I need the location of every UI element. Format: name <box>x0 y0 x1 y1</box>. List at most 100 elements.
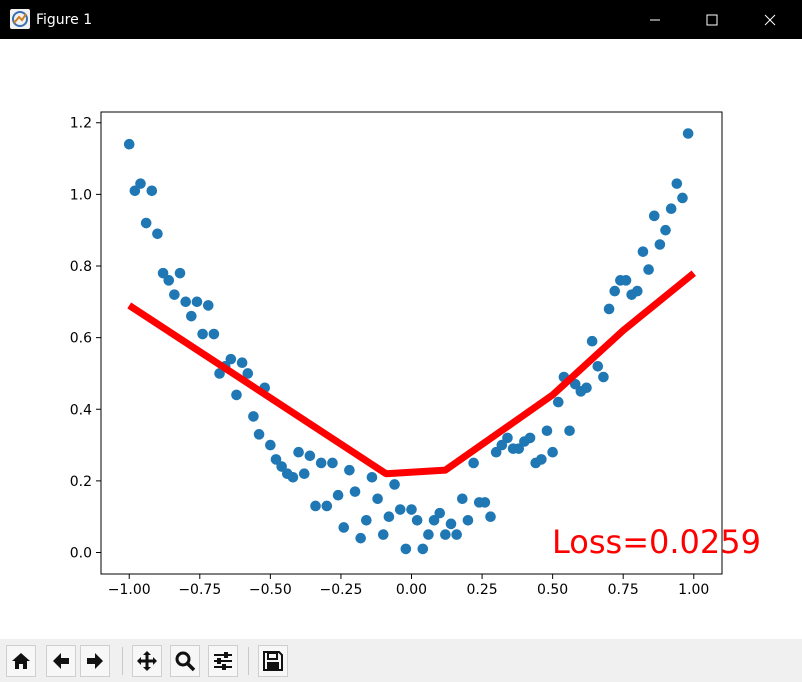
x-tick-label: 0.50 <box>537 582 568 598</box>
scatter-point <box>586 335 598 347</box>
scatter-point <box>123 138 135 150</box>
scatter-point <box>157 267 169 279</box>
scatter-point <box>327 457 338 469</box>
scatter-point <box>524 432 536 444</box>
pan-button[interactable] <box>132 645 162 677</box>
scatter-point <box>129 185 141 197</box>
forward-button[interactable] <box>80 645 110 677</box>
toolbar-separator <box>122 647 123 675</box>
scatter-point <box>406 504 417 515</box>
back-button[interactable] <box>46 645 76 677</box>
y-tick-label: 0.2 <box>70 474 92 490</box>
scatter-point <box>660 224 671 236</box>
forward-arrow-icon <box>87 653 103 669</box>
scatter-point <box>423 529 434 540</box>
scatter-point <box>677 192 688 204</box>
scatter-point <box>603 303 615 315</box>
scatter-point <box>304 450 316 462</box>
x-tick-label: 0.00 <box>396 582 427 598</box>
x-tick-label: −1.00 <box>108 582 151 598</box>
scatter-point <box>355 532 366 544</box>
scatter-point <box>191 296 203 308</box>
home-icon <box>12 653 30 669</box>
figure-canvas[interactable]: −1.00 −0.75 −0.50 −0.25 0.00 0.25 0.50 0.75 1.00… <box>0 39 802 639</box>
scatter-point <box>451 529 462 540</box>
scatter-point <box>163 275 175 286</box>
scatter-point <box>541 425 553 437</box>
scatter-point <box>462 514 474 526</box>
scatter-point <box>637 246 649 257</box>
scatter-point <box>400 543 412 555</box>
window-title: Figure 1 <box>36 12 93 28</box>
save-disk-icon <box>263 651 283 671</box>
y-tick-label: 0.6 <box>70 331 92 347</box>
scatter-point <box>389 479 400 490</box>
scatter-point <box>654 239 666 250</box>
configure-subplots-button[interactable] <box>208 645 238 677</box>
x-tick-label: −0.50 <box>249 582 292 598</box>
scatter-point <box>248 411 259 422</box>
scatter-point <box>502 432 513 444</box>
scatter-point <box>428 514 440 526</box>
maximize-button[interactable] <box>689 0 735 39</box>
scatter-point <box>440 529 451 540</box>
configure-subplots-icon <box>214 652 232 670</box>
scatter-point <box>169 289 180 300</box>
y-tick-label: 0.4 <box>70 402 92 418</box>
save-button[interactable] <box>258 645 288 677</box>
close-icon <box>764 14 776 26</box>
scatter-point <box>236 357 248 368</box>
scatter-point <box>581 382 592 394</box>
scatter-point <box>366 472 378 483</box>
scatter-point <box>344 464 355 476</box>
scatter-point <box>609 285 621 297</box>
minimize-button[interactable] <box>632 0 678 39</box>
zoom-button[interactable] <box>170 645 200 677</box>
fit-line <box>127 270 696 478</box>
scatter-point <box>174 267 186 279</box>
scatter-point <box>620 275 632 286</box>
scatter-point <box>338 522 350 533</box>
scatter-point <box>598 371 609 383</box>
scatter-point <box>417 543 429 555</box>
window-titlebar: Figure 1 <box>0 0 802 39</box>
scatter-point <box>394 504 406 515</box>
x-tick-label: −0.75 <box>178 582 221 598</box>
scatter-point <box>270 454 282 465</box>
scatter-point <box>479 497 491 508</box>
scatter-point <box>146 185 158 197</box>
scatter-point <box>208 328 220 340</box>
axis-ticks: −1.00 −0.75 −0.50 −0.25 0.00 0.25 0.50 0.75 1.00… <box>70 116 710 598</box>
scatter-point <box>135 178 146 189</box>
scatter-point <box>648 210 660 222</box>
home-button[interactable] <box>6 645 36 677</box>
scatter-point <box>315 457 327 469</box>
plot-svg: −1.00 −0.75 −0.50 −0.25 0.00 0.25 0.50 0.75 1.00… <box>70 111 761 598</box>
scatter-point <box>496 439 508 451</box>
pan-move-icon <box>137 651 157 671</box>
back-arrow-icon <box>53 653 69 669</box>
scatter-point <box>321 500 333 512</box>
scatter-point <box>411 514 423 526</box>
close-button[interactable] <box>747 0 793 39</box>
scatter-point <box>293 446 304 458</box>
scatter-series <box>123 128 694 555</box>
scatter-point <box>186 310 197 322</box>
zoom-magnifier-icon <box>175 651 196 672</box>
scatter-point <box>197 328 208 340</box>
scatter-point <box>632 285 643 297</box>
x-tick-label: 1.00 <box>678 582 709 598</box>
scatter-point <box>310 500 321 512</box>
scatter-point <box>214 368 225 379</box>
scatter-point <box>383 511 395 522</box>
maximize-icon <box>706 14 718 26</box>
y-tick-label: 1.0 <box>70 187 92 203</box>
scatter-point <box>253 429 265 440</box>
scatter-point <box>592 360 604 372</box>
scatter-point <box>372 493 383 505</box>
scatter-point <box>569 378 581 390</box>
scatter-point <box>349 486 361 497</box>
scatter-point <box>140 217 152 229</box>
scatter-point <box>180 296 191 308</box>
scatter-point <box>536 454 547 465</box>
